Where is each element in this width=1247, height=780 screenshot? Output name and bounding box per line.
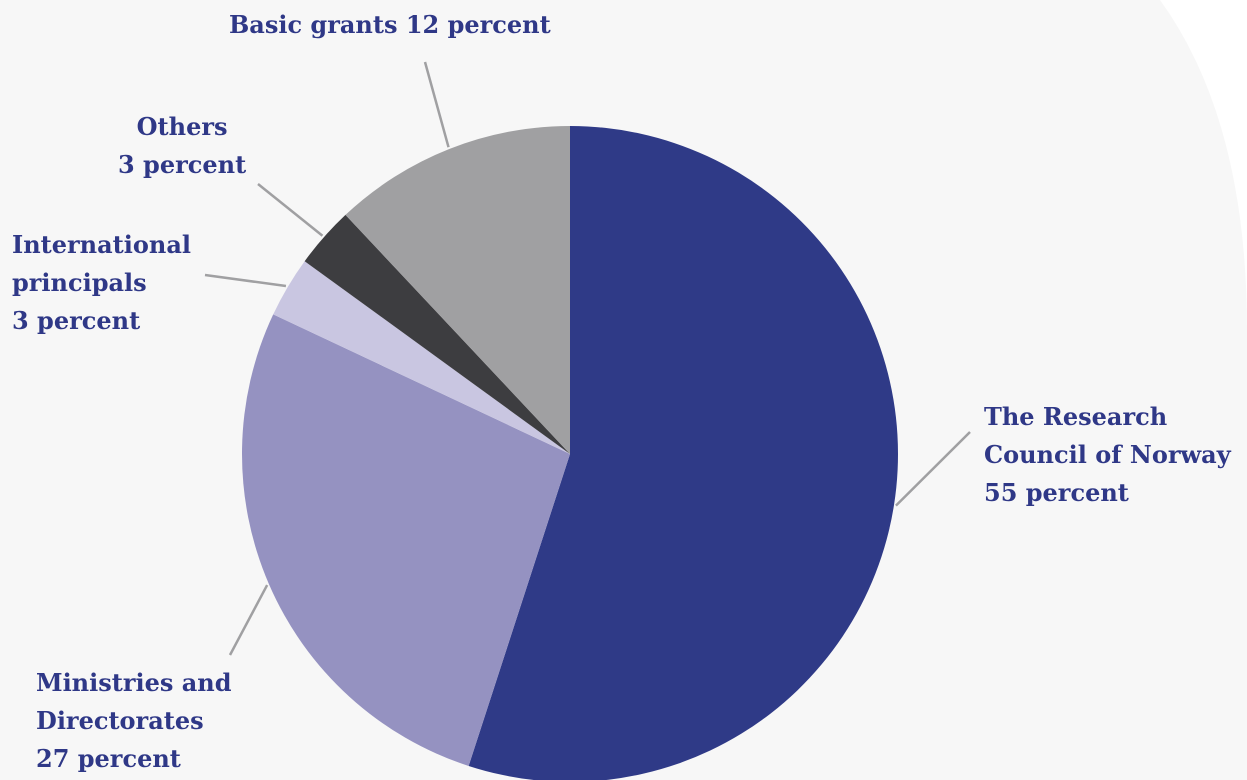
label-ministries-line-1: Ministries and: [36, 668, 232, 697]
label-others: Others 3 percent: [118, 108, 246, 184]
label-ministries-directorates: Ministries and Directorates 27 percent: [36, 664, 232, 778]
leader-line-ministries-and-directorates: [228, 584, 269, 656]
label-ministries-line-2: Directorates: [36, 706, 204, 735]
label-research-council-line-2: Council of Norway: [984, 440, 1231, 469]
pie-slice-basic-grants: [345, 126, 570, 454]
leader-line-international-principals: [204, 273, 287, 288]
leader-lines: [204, 61, 971, 656]
leader-line-others: [257, 183, 324, 237]
pie-slice-others: [304, 214, 570, 454]
pie-slice-ministries-and-directorates: [242, 314, 570, 766]
label-research-council-line-1: The Research: [984, 402, 1168, 431]
label-international-line-3: 3 percent: [12, 306, 141, 335]
pie-slice-international-principals: [273, 261, 570, 454]
leader-line-basic-grants: [423, 61, 450, 148]
label-others-line-1: Others: [136, 112, 228, 141]
label-international-principals: International principals 3 percent: [12, 226, 191, 340]
pie-slice-the-research-council-of-norway: [468, 126, 898, 780]
label-research-council-line-3: 55 percent: [984, 478, 1129, 507]
pie-slices: [242, 126, 898, 780]
label-ministries-line-3: 27 percent: [36, 744, 181, 773]
label-basic-grants-line-1: Basic grants 12 percent: [229, 10, 551, 39]
label-research-council: The Research Council of Norway 55 percen…: [984, 398, 1231, 512]
label-international-line-1: International: [12, 230, 192, 259]
label-international-line-2: principals: [12, 268, 147, 297]
label-others-line-2: 3 percent: [118, 150, 247, 179]
label-basic-grants: Basic grants 12 percent: [229, 6, 551, 44]
leader-line-the-research-council-of-norway: [895, 431, 971, 507]
